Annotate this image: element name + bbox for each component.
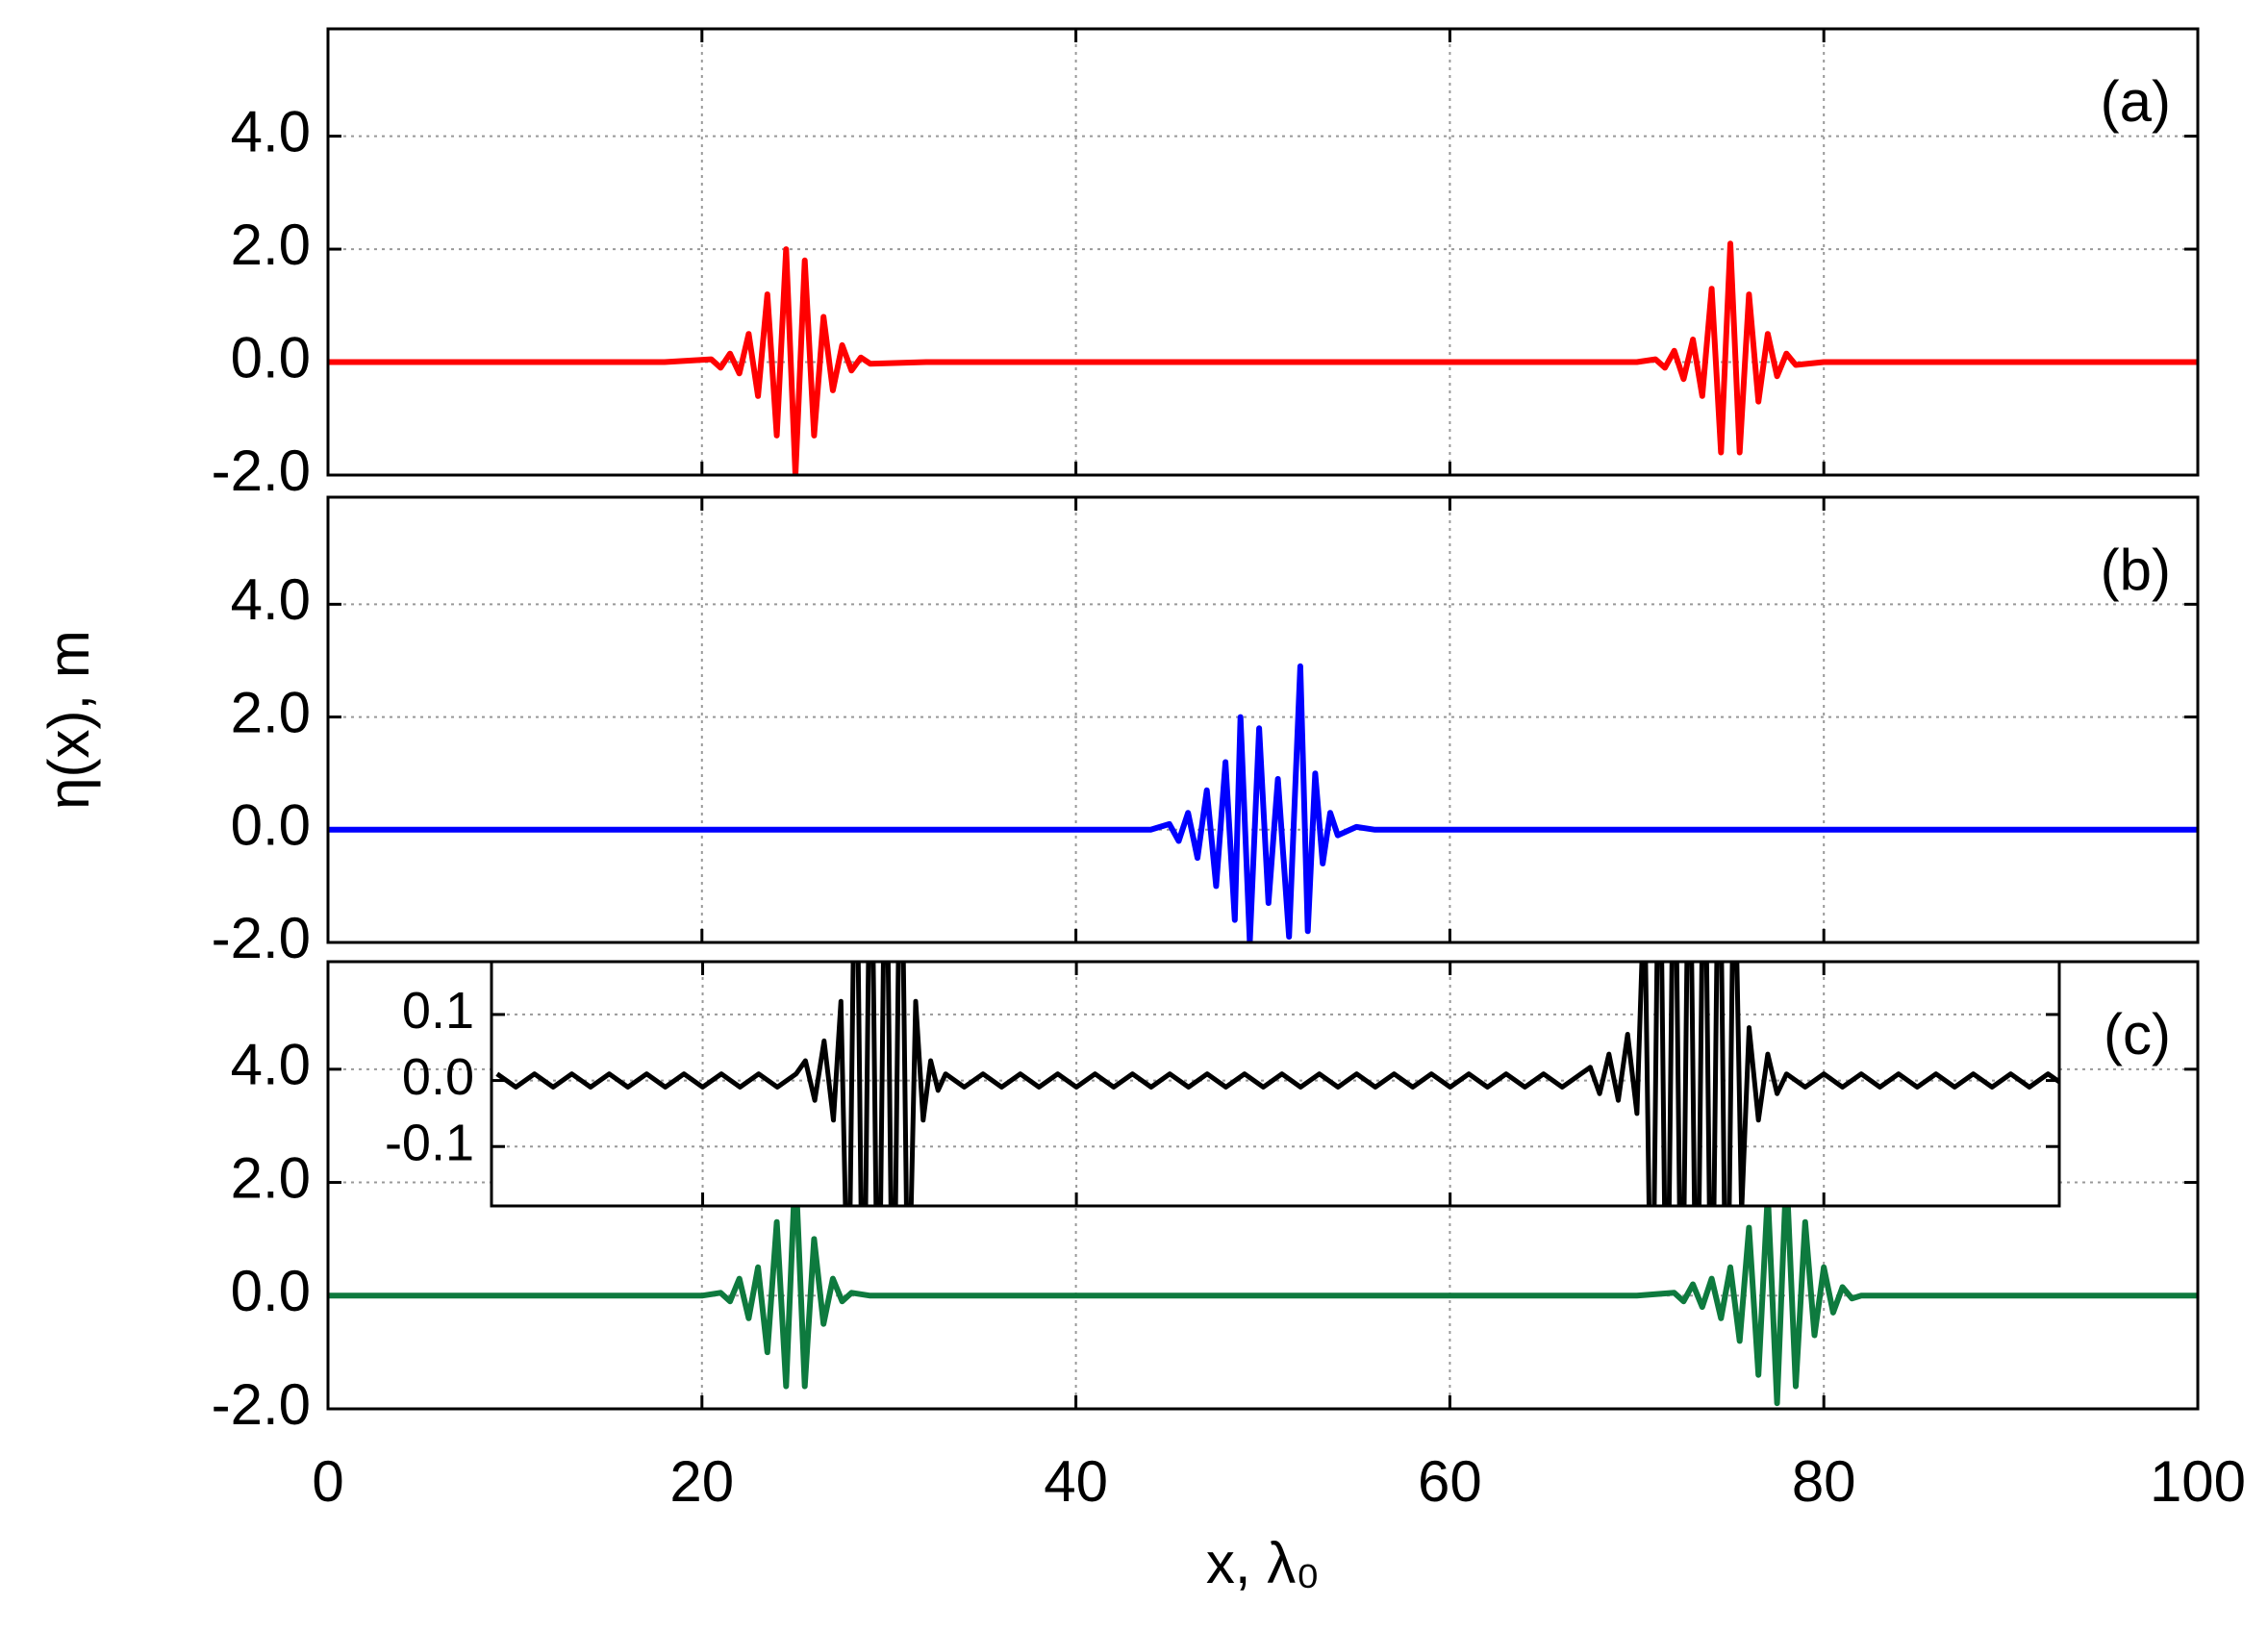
y-tick-label: 0.0 (402, 1048, 474, 1106)
y-tick-label: 0.0 (231, 793, 311, 858)
x-tick-label: 80 (1792, 1449, 1856, 1514)
plot-frame (326, 495, 2200, 944)
y-tick-label: -0.1 (385, 1114, 474, 1171)
y-tick-label: 0.0 (231, 325, 311, 389)
x-tick-label: 40 (1044, 1449, 1108, 1514)
y-tick-label: -2.0 (212, 906, 311, 970)
y-tick-label: 0.0 (231, 1259, 311, 1323)
x-axis-label: x, λ₀ (1206, 1531, 1320, 1595)
x-tick-label: 60 (1418, 1449, 1482, 1514)
y-tick-label: 4.0 (231, 99, 311, 163)
plot-frame (326, 27, 2200, 477)
data-line (328, 663, 2198, 942)
x-tick-label: 0 (312, 1449, 343, 1514)
y-axis-label: η(x), m (37, 630, 101, 810)
y-tick-label: 2.0 (231, 213, 311, 277)
data-line (328, 240, 2198, 475)
x-tick-label: 100 (2150, 1449, 2246, 1514)
y-tick-label: 2.0 (231, 1145, 311, 1210)
plot-area (328, 497, 2198, 942)
x-tick-label: 20 (669, 1449, 734, 1514)
plot-area (328, 29, 2198, 475)
y-tick-label: 4.0 (231, 1033, 311, 1097)
panel-label: (c) (2104, 1002, 2171, 1066)
y-tick-label: -2.0 (212, 1372, 311, 1437)
plot-area (491, 962, 2059, 1206)
y-tick-label: 4.0 (231, 567, 311, 632)
data-line (495, 962, 2059, 1206)
panel-label: (b) (2101, 538, 2171, 602)
plot-frame (490, 960, 2061, 1208)
y-tick-label: 2.0 (231, 680, 311, 744)
y-tick-label: 0.1 (402, 982, 474, 1040)
panel-label: (a) (2101, 69, 2171, 134)
y-tick-label: -2.0 (212, 439, 311, 503)
data-line (328, 1162, 2198, 1407)
